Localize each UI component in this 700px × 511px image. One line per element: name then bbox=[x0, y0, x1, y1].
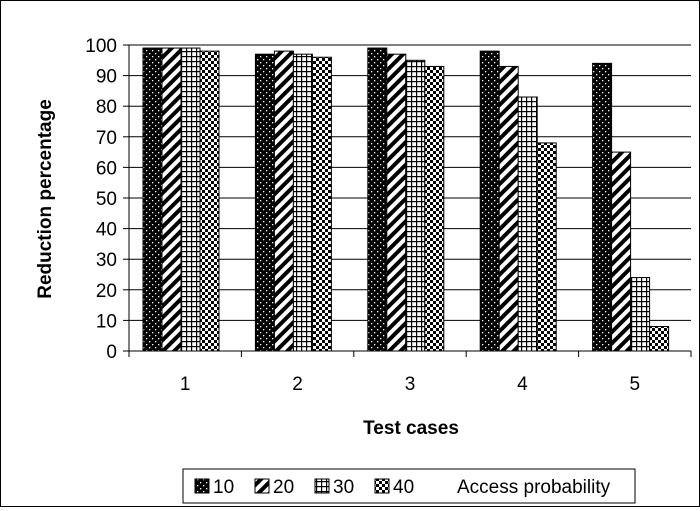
x-tick-label: 3 bbox=[405, 374, 416, 395]
y-axis-title: Reduction percentage bbox=[35, 99, 56, 299]
x-tick-label: 2 bbox=[292, 374, 303, 395]
legend-swatch-10 bbox=[194, 478, 210, 494]
y-tick-label: 0 bbox=[106, 342, 117, 363]
bar-case-3-series-30 bbox=[405, 59, 426, 352]
y-tick-labels: 0 10 20 30 40 50 60 70 80 90 100 bbox=[85, 36, 117, 363]
bar-case-2-series-20 bbox=[273, 50, 294, 352]
bar-case-5-series-20 bbox=[611, 151, 632, 352]
legend-suffix: Access probability bbox=[457, 477, 611, 498]
x-tick-labels: 1 2 3 4 5 bbox=[180, 374, 640, 395]
x-tick-label: 1 bbox=[180, 374, 191, 395]
y-tick-label: 90 bbox=[96, 67, 117, 88]
bar-case-1-series-20 bbox=[161, 47, 182, 352]
bar-case-4-series-10 bbox=[479, 50, 500, 352]
legend: 10 20 30 40 Access probability bbox=[182, 468, 636, 504]
legend-label-40: 40 bbox=[393, 477, 414, 498]
y-tick-label: 80 bbox=[96, 97, 117, 118]
bar-case-5-series-40 bbox=[649, 326, 670, 352]
bar-case-4-series-40 bbox=[536, 142, 557, 352]
y-tick-label: 30 bbox=[96, 250, 117, 271]
bar-case-3-series-20 bbox=[386, 53, 407, 352]
bar-case-2-series-30 bbox=[292, 53, 313, 352]
bar-case-1-series-10 bbox=[142, 47, 163, 352]
y-tick-label: 10 bbox=[96, 311, 117, 332]
bar-case-3-series-10 bbox=[367, 47, 388, 352]
y-tick-label: 20 bbox=[96, 281, 117, 302]
bar-case-5-series-10 bbox=[592, 62, 613, 352]
axes bbox=[123, 44, 692, 357]
bars bbox=[142, 47, 670, 352]
legend-label-30: 30 bbox=[333, 477, 354, 498]
y-tick-label: 40 bbox=[96, 220, 117, 241]
y-tick-label: 100 bbox=[85, 36, 117, 57]
bar-case-4-series-20 bbox=[498, 65, 519, 352]
legend-swatch-30 bbox=[314, 478, 330, 494]
bar-case-4-series-30 bbox=[517, 96, 538, 352]
y-tick-label: 70 bbox=[96, 128, 117, 149]
y-tick-label: 60 bbox=[96, 158, 117, 179]
bar-case-3-series-40 bbox=[424, 65, 445, 352]
bar-case-1-series-30 bbox=[180, 47, 201, 352]
bar-case-5-series-30 bbox=[630, 277, 651, 352]
x-axis-title: Test cases bbox=[363, 418, 459, 439]
legend-swatch-20 bbox=[254, 478, 270, 494]
x-tick-label: 4 bbox=[517, 374, 528, 395]
x-tick-label: 5 bbox=[630, 374, 641, 395]
bar-case-2-series-10 bbox=[254, 53, 275, 352]
legend-swatch-40 bbox=[374, 478, 390, 494]
bar-case-2-series-40 bbox=[311, 56, 332, 352]
legend-label-20: 20 bbox=[273, 477, 294, 498]
y-tick-label: 50 bbox=[96, 189, 117, 210]
legend-label-10: 10 bbox=[213, 477, 234, 498]
bar-case-1-series-40 bbox=[199, 50, 220, 352]
